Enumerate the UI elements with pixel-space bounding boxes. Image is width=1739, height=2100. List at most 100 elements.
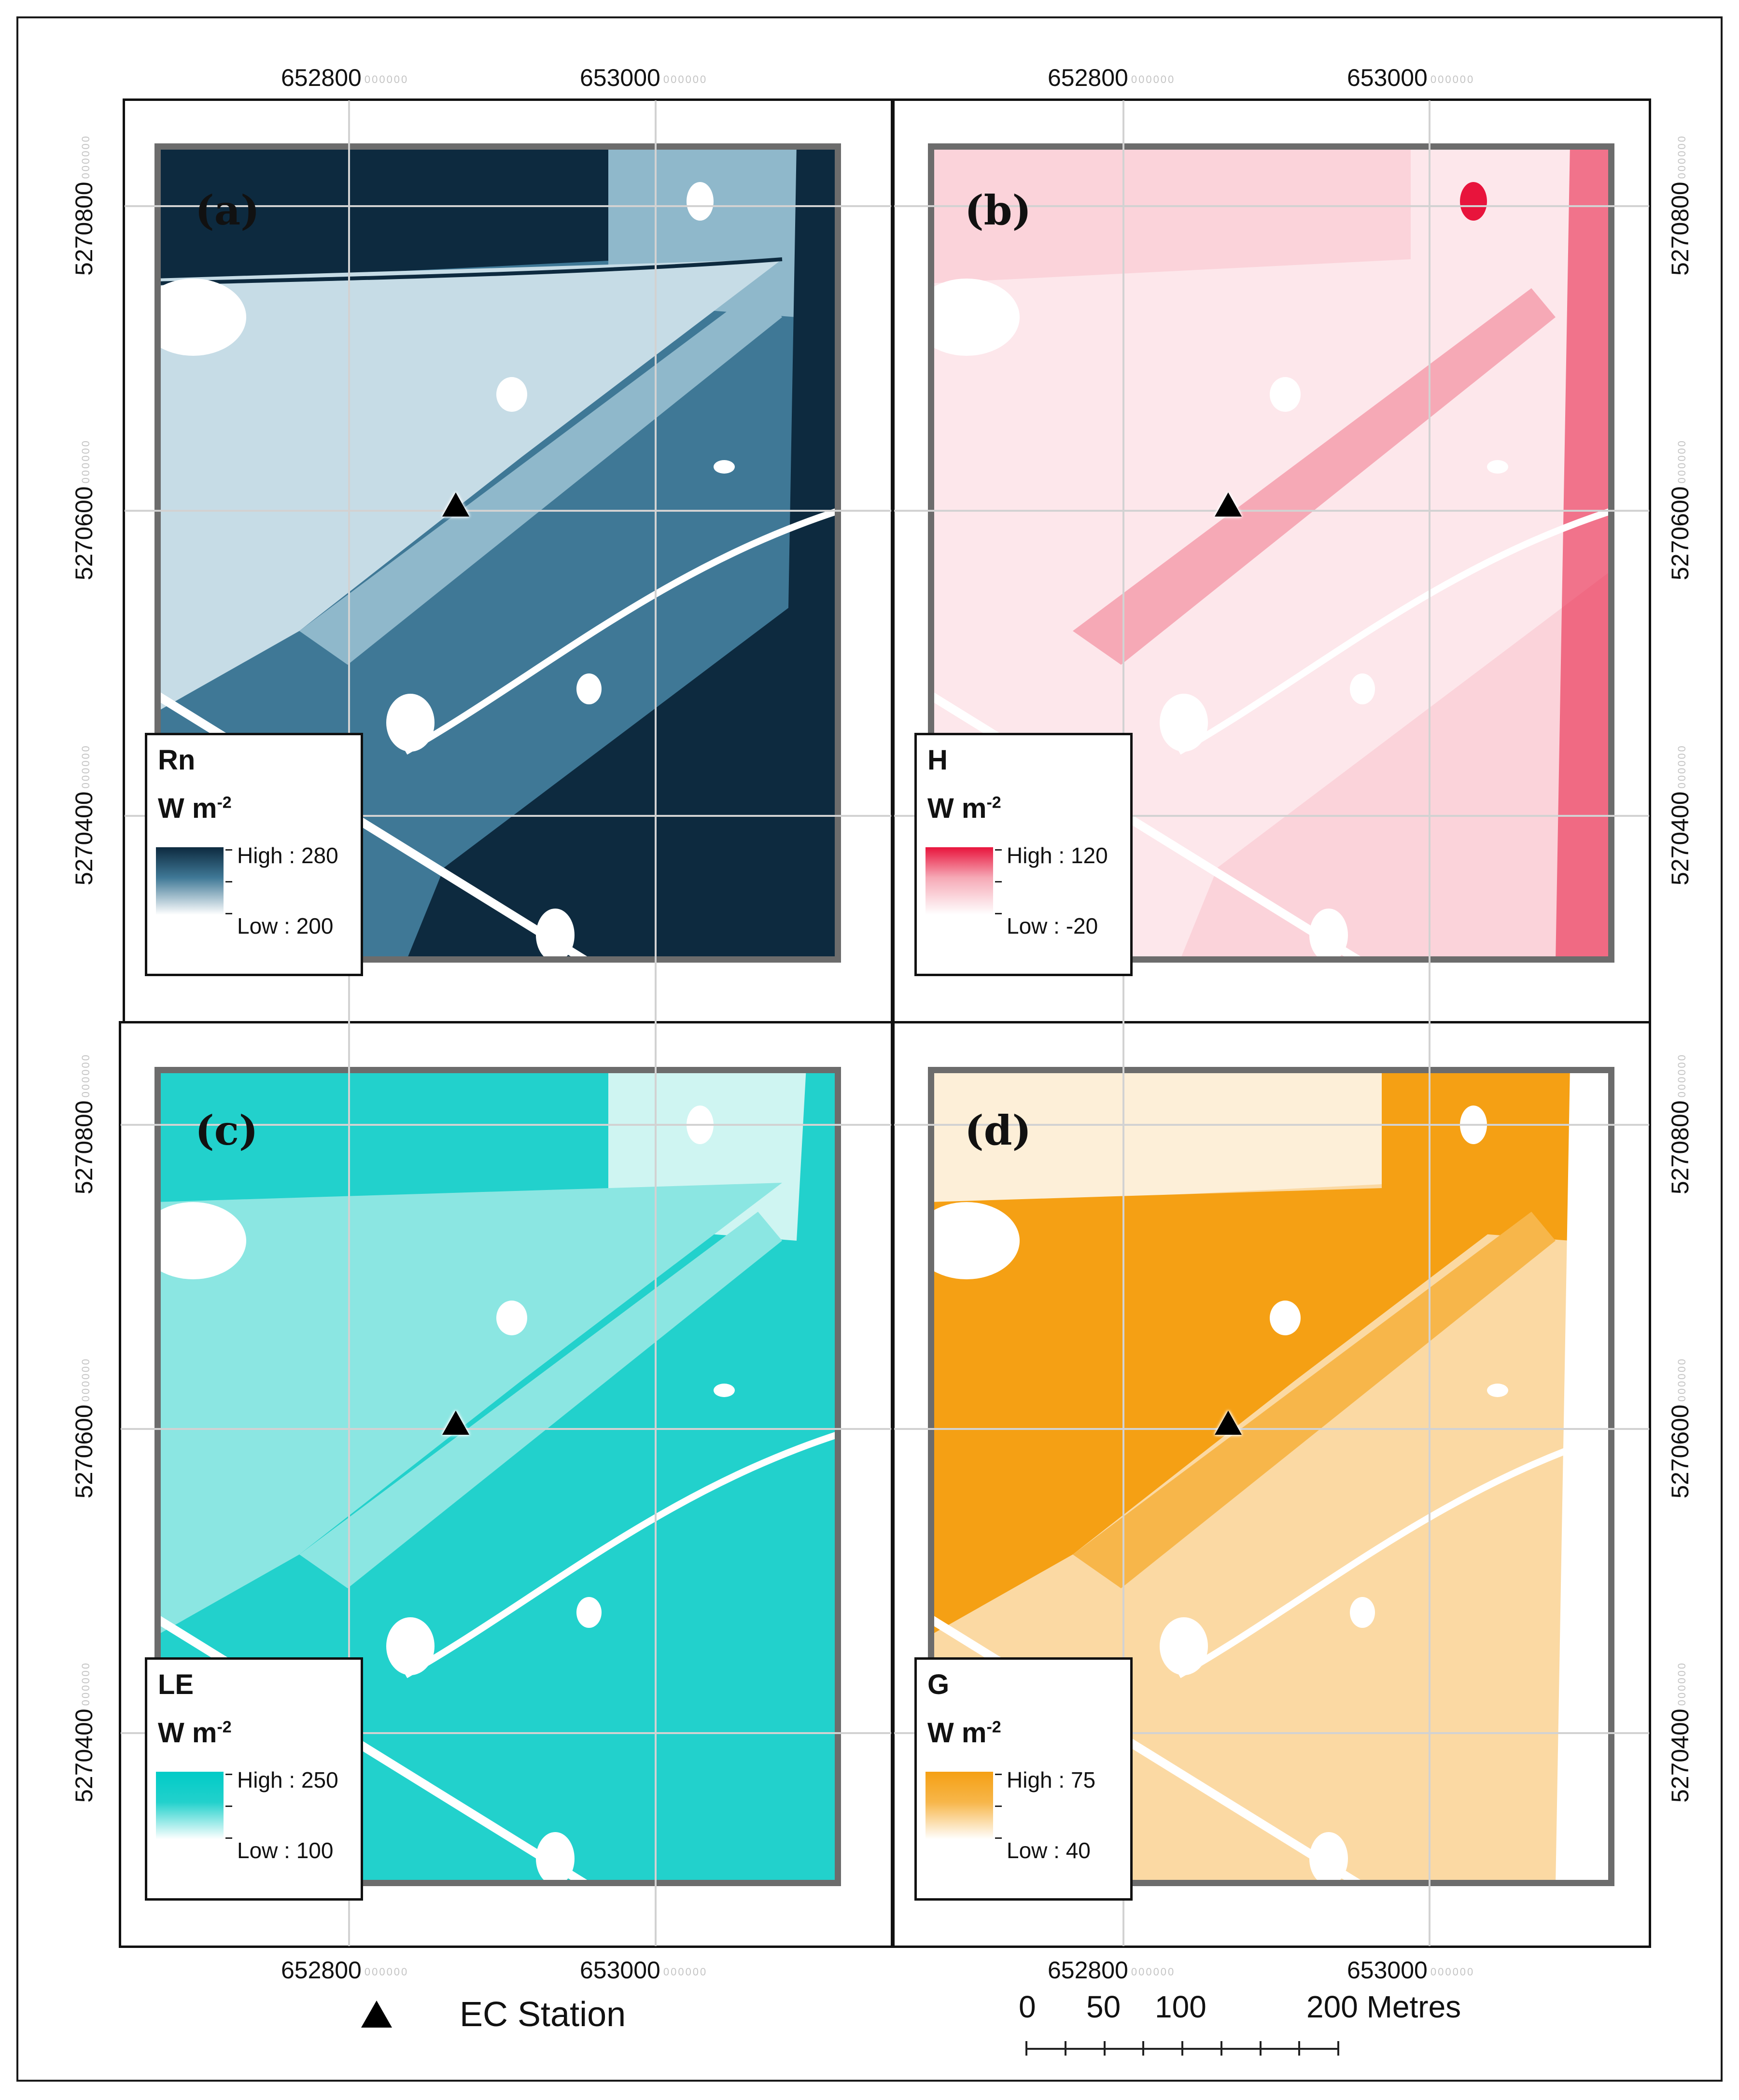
- legend-high-label: High : 75: [1007, 1767, 1096, 1792]
- scale-bar-tick: [1142, 2041, 1145, 2056]
- ec-station-legend-icon: [361, 2001, 392, 2028]
- field-east-edge: [782, 143, 841, 963]
- tree-cluster: [386, 694, 435, 752]
- ec-station-marker-d: [1215, 1411, 1242, 1435]
- scale-label-0: 0: [1019, 1989, 1036, 2024]
- tree-cluster: [386, 1617, 435, 1675]
- road-2: [404, 1430, 841, 1679]
- field-north: [154, 143, 637, 283]
- scale-label-200: 200 Metres: [1306, 1989, 1461, 2024]
- tree-5: [1309, 1832, 1348, 1885]
- pond: [928, 1202, 1020, 1279]
- legend-ramp-tick-low: [225, 913, 232, 914]
- tree-4: [1350, 673, 1375, 704]
- tree-2: [1270, 1301, 1301, 1335]
- legend-high-label: High : 120: [1007, 843, 1108, 868]
- tree-3: [714, 460, 735, 474]
- legend-le: LE W m-2 High : 250 Low : 100: [145, 1657, 363, 1901]
- x-tick-bottom-c-652800: 652800 000000: [281, 1957, 409, 1984]
- road-2: [1177, 1430, 1614, 1679]
- legend-ramp-tick-low: [995, 1837, 1002, 1839]
- legend-g: G W m-2 High : 75 Low : 40: [914, 1657, 1133, 1901]
- panel-label-d: (d): [965, 1106, 1032, 1154]
- field-east-edge: [1556, 1067, 1614, 1886]
- legend-variable: G: [927, 1669, 950, 1700]
- legend-rn: Rn W m-2 High : 280 Low : 200: [145, 733, 363, 976]
- field-strip: [299, 288, 782, 665]
- scale-label-100: 100: [1155, 1989, 1206, 2024]
- y-tick-right-d-5270400: 5270400000000: [1667, 1661, 1694, 1803]
- ec-station-marker-a: [442, 492, 469, 517]
- tree-cluster: [1160, 694, 1208, 752]
- tree-4: [576, 1597, 602, 1628]
- field-strip: [299, 1212, 782, 1588]
- y-tick-right-d-5270800: 5270800000000: [1667, 1053, 1694, 1195]
- panel-label-c: (c): [195, 1106, 258, 1154]
- legend-ramp-tick-high: [995, 849, 1002, 851]
- y-tick-right-b-5270600: 5270600000000: [1667, 439, 1694, 581]
- legend-color-ramp: [156, 1772, 224, 1839]
- legend-high-label: High : 250: [237, 1767, 338, 1792]
- tree-cluster: [1160, 1617, 1208, 1675]
- y-tick-right-b-5270400: 5270400000000: [1667, 744, 1694, 886]
- legend-variable: H: [927, 744, 948, 776]
- field-north: [928, 1067, 1411, 1207]
- road-3: [154, 257, 783, 285]
- figure: 652800 000000 653000 000000 652800 000000 6…: [16, 16, 1723, 2082]
- legend-variable: LE: [158, 1669, 194, 1700]
- scale-bar-tick: [1220, 2041, 1222, 2056]
- y-tick-right-d-5270600: 5270600000000: [1667, 1357, 1694, 1499]
- ec-station-marker-b: [1215, 492, 1242, 517]
- y-tick-left-c-5270600: 5270600000000: [70, 1357, 98, 1499]
- legend-color-ramp: [926, 1772, 993, 1839]
- field-east-edge: [1556, 143, 1614, 963]
- scale-bar-tick: [1181, 2041, 1183, 2056]
- legend-ramp-tick-mid: [995, 1806, 1002, 1807]
- pond: [154, 279, 246, 356]
- tree-2: [496, 377, 527, 412]
- legend-low-label: Low : 200: [237, 913, 334, 938]
- scale-label-50: 50: [1086, 1989, 1121, 2024]
- legend-ramp-tick-mid: [225, 1806, 232, 1807]
- x-tick-bottom-c-653000: 653000 000000: [580, 1957, 708, 1984]
- legend-ramp-tick-mid: [995, 881, 1002, 882]
- road-2: [1177, 507, 1614, 755]
- y-tick-left-a-5270800: 5270800000000: [70, 134, 98, 276]
- x-tick-top-b-652800: 652800 000000: [1048, 64, 1176, 91]
- tree-5: [536, 909, 575, 962]
- field-north: [928, 143, 1411, 283]
- tree-2: [496, 1301, 527, 1335]
- panel-label-b: (b): [965, 186, 1032, 234]
- field-west: [928, 1183, 1556, 1637]
- field-west: [154, 259, 782, 713]
- x-tick-bottom-d-653000: 653000 000000: [1347, 1957, 1475, 1984]
- legend-ramp-tick-low: [225, 1837, 232, 1839]
- tree-1: [1460, 182, 1487, 221]
- y-tick-left-a-5270600: 5270600000000: [70, 439, 98, 581]
- tree-3: [1487, 1384, 1508, 1397]
- y-tick-left-c-5270400: 5270400000000: [70, 1661, 98, 1803]
- tree-3: [1487, 460, 1508, 474]
- legend-ramp-tick-high: [995, 1774, 1002, 1775]
- legend-low-label: Low : -20: [1007, 913, 1098, 938]
- tree-4: [576, 673, 602, 704]
- tree-3: [714, 1384, 735, 1397]
- ec-station-marker-c: [442, 1411, 469, 1435]
- scale-bar-tick: [1259, 2041, 1262, 2056]
- y-tick-left-a-5270400: 5270400000000: [70, 744, 98, 886]
- y-tick-left-c-5270800: 5270800000000: [70, 1053, 98, 1195]
- field-south: [1179, 568, 1614, 963]
- y-tick-right-b-5270800: 5270800000000: [1667, 134, 1694, 276]
- legend-unit: W m-2: [927, 1717, 1001, 1749]
- tree-2: [1270, 377, 1301, 412]
- x-tick-top-b-653000: 653000 000000: [1347, 64, 1475, 91]
- legend-color-ramp: [156, 847, 224, 915]
- scale-bar-tick: [1103, 2041, 1106, 2056]
- scale-bar-tick: [1298, 2041, 1301, 2056]
- tree-1: [687, 182, 714, 221]
- x-tick-top-a-652800: 652800 000000: [281, 64, 409, 91]
- tree-1: [687, 1106, 714, 1144]
- road-2: [404, 507, 841, 755]
- x-tick-top-a-653000: 653000 000000: [580, 64, 708, 91]
- pond: [928, 279, 1020, 356]
